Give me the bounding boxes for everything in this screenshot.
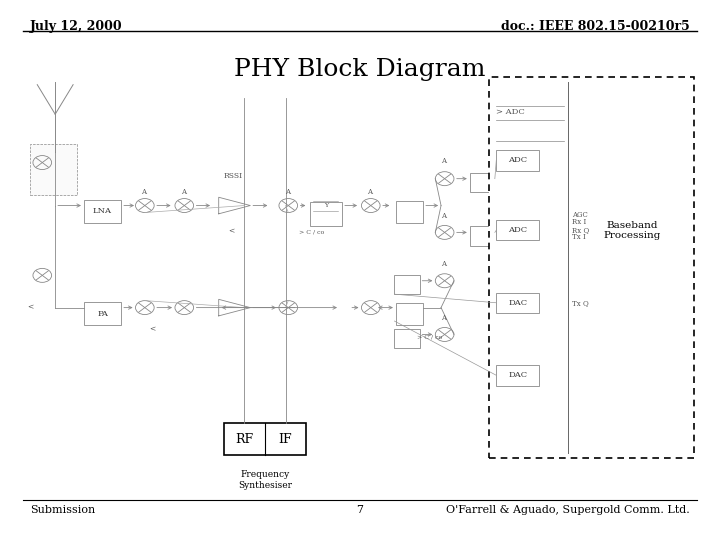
Text: PHY Block Diagram: PHY Block Diagram — [234, 58, 486, 81]
Text: PA: PA — [97, 309, 108, 318]
Bar — [469, 173, 495, 192]
Bar — [496, 220, 539, 240]
Bar — [224, 423, 306, 455]
Bar — [496, 293, 539, 313]
Bar — [395, 275, 420, 294]
Bar — [496, 365, 539, 386]
Bar — [395, 328, 420, 348]
Bar — [84, 200, 121, 223]
Text: Rx I: Rx I — [572, 218, 586, 226]
Bar — [489, 77, 693, 458]
Bar — [396, 201, 423, 222]
Text: <: < — [228, 227, 234, 235]
Text: A: A — [367, 188, 372, 196]
Text: Baseband
Processing: Baseband Processing — [604, 220, 661, 240]
Text: ADC: ADC — [508, 157, 527, 164]
Text: A: A — [441, 260, 446, 267]
Bar — [469, 226, 495, 246]
Text: 7: 7 — [356, 505, 364, 515]
Bar — [396, 303, 423, 325]
Text: ADC: ADC — [508, 226, 527, 234]
Text: > C / co: > C / co — [299, 230, 325, 235]
Text: A: A — [284, 188, 289, 196]
Bar — [496, 150, 539, 171]
Text: DAC: DAC — [508, 299, 527, 307]
Text: Rx Q: Rx Q — [572, 226, 589, 234]
Text: Frequency
Synthesiser: Frequency Synthesiser — [238, 470, 292, 490]
Text: RSSI: RSSI — [224, 172, 243, 180]
Text: doc.: IEEE 802.15-00210r5: doc.: IEEE 802.15-00210r5 — [501, 20, 690, 33]
Text: <: < — [149, 325, 155, 333]
Text: RF: RF — [235, 433, 253, 446]
Text: Submission: Submission — [30, 505, 95, 515]
Text: A: A — [181, 188, 186, 196]
Text: July 12, 2000: July 12, 2000 — [30, 20, 122, 33]
Bar — [30, 144, 77, 195]
Text: Y: Y — [324, 203, 328, 208]
Text: IF: IF — [279, 433, 292, 446]
Text: AGC: AGC — [572, 211, 588, 219]
Text: <: < — [27, 303, 33, 312]
Text: A: A — [441, 314, 446, 322]
Text: > C / co: > C / co — [418, 335, 443, 340]
Text: LNA: LNA — [93, 207, 112, 215]
Text: DAC: DAC — [508, 372, 527, 379]
Text: A: A — [441, 212, 446, 220]
Text: A: A — [141, 188, 146, 196]
Text: > ADC: > ADC — [496, 107, 525, 116]
Text: O'Farrell & Aguado, Supergold Comm. Ltd.: O'Farrell & Aguado, Supergold Comm. Ltd. — [446, 505, 690, 515]
Bar — [310, 202, 342, 226]
Text: Tx I: Tx I — [572, 233, 585, 241]
Text: A: A — [441, 158, 446, 165]
Text: Tx Q: Tx Q — [572, 299, 588, 307]
Bar — [84, 302, 121, 325]
